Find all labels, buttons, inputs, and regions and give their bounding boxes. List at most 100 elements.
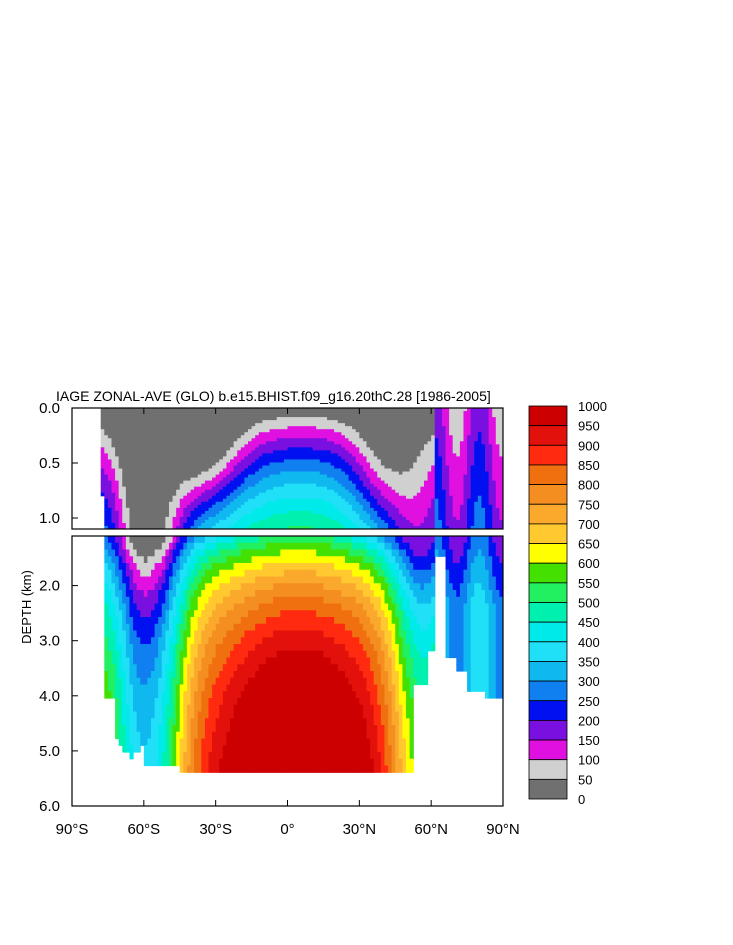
- field-cell: [477, 444, 483, 448]
- field-cell: [499, 468, 503, 473]
- field-cell: [136, 477, 141, 482]
- field-cell: [136, 468, 141, 473]
- field-cell: [366, 441, 371, 445]
- field-cell: [129, 477, 134, 482]
- field-cell: [359, 486, 364, 491]
- field-cell: [118, 498, 123, 503]
- field-cell: [301, 471, 307, 476]
- field-cell: [115, 610, 120, 618]
- field-cell: [176, 471, 181, 476]
- field-cell: [147, 549, 152, 557]
- field-cell: [298, 492, 303, 497]
- field-cell: [481, 525, 486, 529]
- field-cell: [362, 441, 368, 445]
- field-cell: [377, 486, 382, 491]
- field-cell: [158, 677, 163, 686]
- field-cell: [186, 492, 192, 497]
- field-cell: [240, 459, 245, 464]
- field-cell: [362, 411, 368, 415]
- field-cell: [154, 507, 159, 512]
- field-cell: [222, 507, 228, 512]
- field-cell: [334, 516, 339, 521]
- field-cell: [463, 510, 468, 515]
- field-cell: [115, 462, 120, 467]
- field-cell: [151, 725, 156, 733]
- field-cell: [197, 453, 202, 457]
- field-cell: [427, 459, 432, 464]
- field-cell: [319, 513, 325, 518]
- field-cell: [140, 480, 145, 485]
- field-cell: [334, 486, 339, 491]
- field-cell: [344, 417, 350, 421]
- field-cell: [312, 489, 317, 494]
- field-cell: [388, 510, 393, 515]
- field-cell: [154, 438, 159, 442]
- field-cell: [323, 450, 328, 454]
- field-cell: [237, 477, 242, 482]
- field-cell: [413, 471, 418, 476]
- field-cell: [197, 480, 202, 485]
- field-cell: [470, 447, 475, 451]
- field-cell: [208, 468, 213, 473]
- field-cell: [194, 444, 199, 448]
- field-cell: [258, 411, 263, 415]
- field-cell: [133, 691, 138, 699]
- field-cell: [459, 471, 465, 476]
- field-cell: [133, 590, 138, 598]
- field-cell: [140, 630, 145, 638]
- field-cell: [251, 498, 256, 503]
- field-cell: [452, 435, 457, 439]
- field-cell: [258, 450, 263, 454]
- field-cell: [111, 507, 116, 512]
- field-cell: [125, 495, 131, 500]
- field-cell: [186, 465, 192, 470]
- field-cell: [301, 444, 307, 448]
- field-cell: [323, 438, 328, 442]
- field-cell: [133, 549, 138, 557]
- field-cell: [190, 450, 195, 454]
- field-cell: [255, 456, 260, 461]
- field-cell: [104, 671, 109, 679]
- field-cell: [459, 477, 465, 482]
- field-cell: [118, 522, 123, 527]
- field-cell: [337, 441, 342, 445]
- field-cell: [233, 441, 238, 445]
- field-cell: [485, 444, 490, 448]
- field-cell: [355, 420, 360, 424]
- field-cell: [291, 444, 296, 448]
- field-cell: [125, 477, 131, 482]
- field-cell: [287, 423, 292, 427]
- field-cell: [362, 420, 368, 424]
- field-cell: [283, 411, 289, 415]
- field-cell: [499, 477, 503, 482]
- field-cell: [334, 453, 339, 457]
- field-cell: [176, 474, 181, 479]
- field-cell: [183, 417, 188, 421]
- field-cell: [136, 501, 141, 506]
- field-cell: [100, 420, 105, 424]
- field-cell: [398, 525, 404, 529]
- field-cell: [226, 444, 231, 448]
- field-cell: [237, 492, 242, 497]
- field-cell: [441, 483, 447, 488]
- field-cell: [395, 465, 400, 470]
- field-cell: [204, 429, 210, 433]
- field-cell: [118, 590, 123, 598]
- field-cell: [291, 432, 296, 436]
- field-cell: [186, 426, 192, 430]
- field-cell: [420, 441, 425, 445]
- field-cell: [244, 483, 249, 488]
- field-cell: [441, 444, 447, 448]
- field-cell: [413, 453, 418, 457]
- field-cell: [395, 525, 400, 529]
- field-cell: [136, 657, 141, 665]
- field-cell: [319, 432, 325, 436]
- field-cell: [309, 459, 314, 464]
- field-cell: [226, 498, 231, 503]
- field-cell: [441, 507, 447, 512]
- field-cell: [151, 423, 156, 427]
- field-cell: [168, 513, 174, 518]
- field-cell: [488, 423, 493, 427]
- field-cell: [294, 513, 299, 518]
- field-cell: [147, 504, 152, 509]
